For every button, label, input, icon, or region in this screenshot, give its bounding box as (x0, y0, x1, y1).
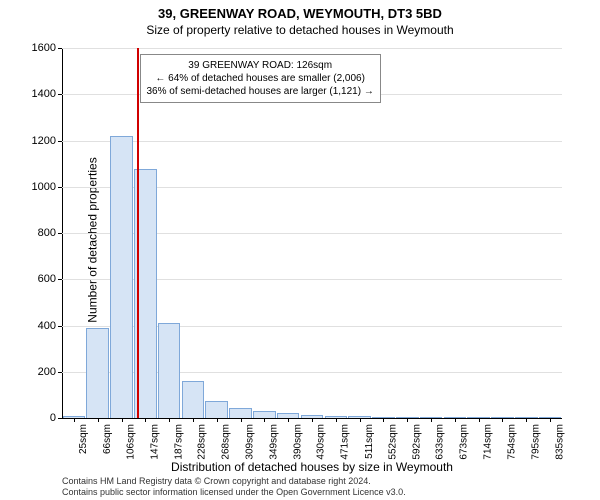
annotation-line-2: ← 64% of detached houses are smaller (2,… (147, 72, 374, 85)
y-tick-label: 1400 (32, 88, 56, 100)
histogram-bar (182, 381, 205, 418)
marker-line (137, 48, 139, 418)
page-title: 39, GREENWAY ROAD, WEYMOUTH, DT3 5BD (0, 0, 600, 21)
x-tick (383, 418, 384, 422)
histogram-bar (205, 401, 228, 418)
x-tick-label: 25sqm (78, 424, 89, 454)
histogram-bar (110, 136, 133, 418)
x-tick (74, 418, 75, 422)
x-tick-label: 795sqm (530, 424, 541, 460)
y-tick-label: 600 (38, 273, 56, 285)
x-axis-label: Distribution of detached houses by size … (62, 460, 562, 474)
x-tick (217, 418, 218, 422)
x-tick (288, 418, 289, 422)
x-tick (455, 418, 456, 422)
x-tick (550, 418, 551, 422)
y-tick-label: 1000 (32, 181, 56, 193)
x-tick (502, 418, 503, 422)
x-tick (193, 418, 194, 422)
x-tick-label: 754sqm (506, 424, 517, 460)
y-tick-label: 200 (38, 366, 56, 378)
y-tick-label: 0 (50, 412, 56, 424)
x-tick (145, 418, 146, 422)
x-tick-label: 106sqm (126, 424, 137, 460)
x-tick-label: 673sqm (459, 424, 470, 460)
x-tick-label: 390sqm (292, 424, 303, 460)
x-tick (264, 418, 265, 422)
x-tick (526, 418, 527, 422)
x-tick-label: 592sqm (411, 424, 422, 460)
x-tick-label: 471sqm (340, 424, 351, 460)
x-tick (312, 418, 313, 422)
x-tick-label: 268sqm (221, 424, 232, 460)
plot-area: 39 GREENWAY ROAD: 126sqm ← 64% of detach… (62, 48, 562, 418)
x-tick-label: 714sqm (483, 424, 494, 460)
y-tick-label: 1200 (32, 135, 56, 147)
y-tick (58, 372, 62, 373)
x-tick-label: 633sqm (435, 424, 446, 460)
x-tick-label: 309sqm (245, 424, 256, 460)
footer-line-2: Contains public sector information licen… (62, 487, 590, 498)
annotation-box: 39 GREENWAY ROAD: 126sqm ← 64% of detach… (140, 54, 381, 103)
histogram-bar (158, 323, 181, 418)
y-tick (58, 279, 62, 280)
y-tick-label: 800 (38, 227, 56, 239)
chart-container: 39, GREENWAY ROAD, WEYMOUTH, DT3 5BD Siz… (0, 0, 600, 500)
histogram-bar (229, 408, 252, 418)
x-tick (479, 418, 480, 422)
footer: Contains HM Land Registry data © Crown c… (62, 476, 590, 499)
y-tick (58, 48, 62, 49)
x-tick (169, 418, 170, 422)
x-tick-label: 430sqm (316, 424, 327, 460)
footer-line-1: Contains HM Land Registry data © Crown c… (62, 476, 590, 487)
x-tick-label: 349sqm (268, 424, 279, 460)
x-tick-label: 147sqm (149, 424, 160, 460)
y-tick (58, 187, 62, 188)
y-tick (58, 326, 62, 327)
x-tick (407, 418, 408, 422)
page-subtitle: Size of property relative to detached ho… (0, 21, 600, 37)
x-tick-label: 835sqm (554, 424, 565, 460)
y-tick (58, 233, 62, 234)
x-tick-label: 187sqm (173, 424, 184, 460)
y-tick (58, 94, 62, 95)
histogram-bar (86, 328, 109, 418)
x-tick (431, 418, 432, 422)
y-tick-label: 1600 (32, 42, 56, 54)
x-tick (360, 418, 361, 422)
x-tick-label: 66sqm (102, 424, 113, 454)
x-tick-label: 228sqm (197, 424, 208, 460)
annotation-line-3: 36% of semi-detached houses are larger (… (147, 85, 374, 98)
y-tick (58, 141, 62, 142)
y-tick (58, 418, 62, 419)
x-tick (98, 418, 99, 422)
y-tick-label: 400 (38, 320, 56, 332)
histogram-bar (253, 411, 276, 418)
x-tick (336, 418, 337, 422)
x-tick-label: 511sqm (364, 424, 375, 459)
x-tick-label: 552sqm (387, 424, 398, 460)
x-tick (122, 418, 123, 422)
x-tick (241, 418, 242, 422)
annotation-line-1: 39 GREENWAY ROAD: 126sqm (147, 59, 374, 72)
